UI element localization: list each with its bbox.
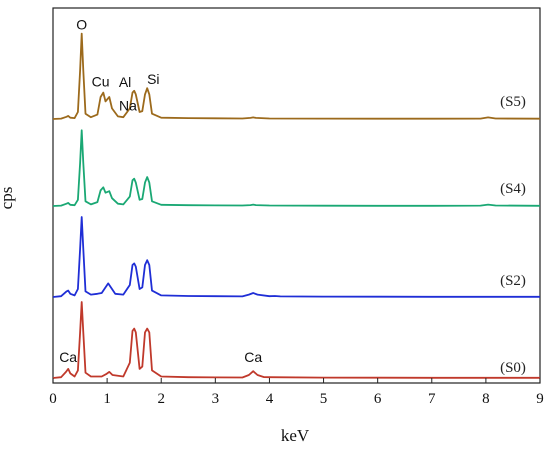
x-tick-label-0: 0 [49,391,57,407]
peak-label-5: Ca [59,349,77,365]
y-axis-label: cps [0,187,16,210]
x-tick-label-5: 5 [320,391,328,407]
series-label-1: (S4) [500,181,526,197]
x-axis-label: keV [281,426,310,445]
series-line-1 [52,129,541,207]
x-tick-label-1: 1 [103,391,111,407]
labels-layer: (S5) (S4) (S2) (S0) [500,94,526,376]
series-line-3 [52,301,540,379]
series-label-0: (S5) [500,94,526,110]
peak-label-0: O [76,17,87,33]
x-tick-label-6: 6 [374,391,382,407]
series-label-3: (S0) [500,360,526,376]
peak-label-4: Si [147,71,159,87]
series-layer [52,32,541,379]
x-tick-label-7: 7 [428,391,436,407]
x-tick-label-4: 4 [266,391,274,407]
series-label-2: (S2) [500,273,526,289]
peak-label-2: Na [119,97,137,113]
x-tick-label-8: 8 [482,391,490,407]
peak-label-3: Al [119,74,131,90]
series-line-0 [52,32,541,120]
x-tick-label-3: 3 [212,391,220,407]
annotation-layer: O Cu Na Al Si Ca Ca [59,17,262,365]
x-tick-label-2: 2 [157,391,165,407]
peak-label-1: Cu [92,74,110,90]
plot-border [52,7,541,384]
peak-label-6: Ca [244,349,262,365]
x-tick-label-9: 9 [536,391,544,407]
x-tick-layer: 0 1 2 3 4 5 6 7 8 9 [49,378,544,407]
plot-frame [52,7,541,384]
series-line-2 [52,216,540,298]
